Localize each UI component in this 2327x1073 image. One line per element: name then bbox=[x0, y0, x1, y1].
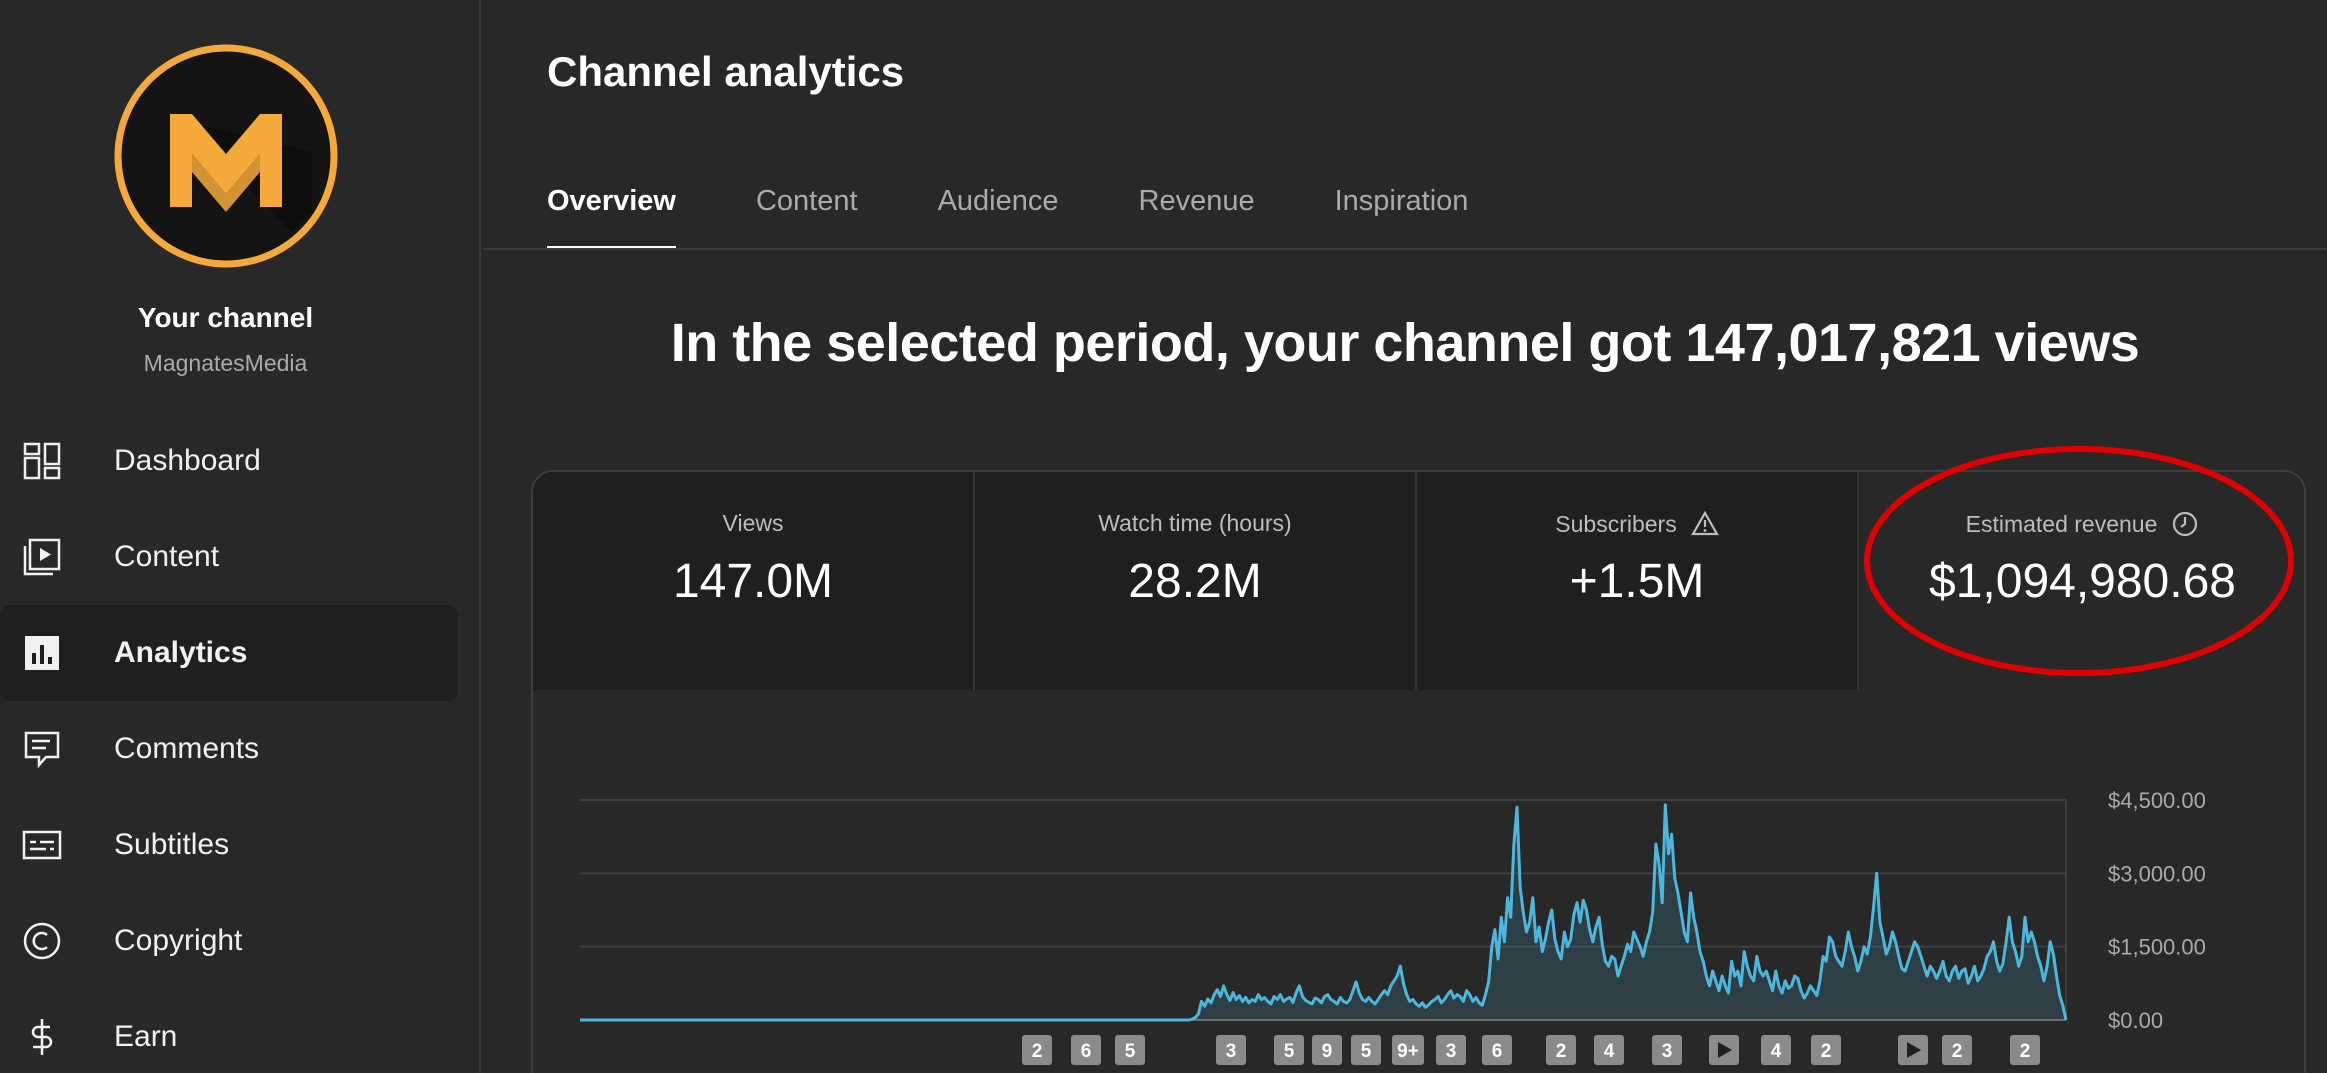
clock-icon[interactable] bbox=[2171, 510, 2199, 538]
sidebar-item-label: Copyright bbox=[114, 924, 243, 957]
sidebar-nav: Dashboard Content Analytics Comments Sub… bbox=[0, 413, 458, 1073]
sidebar-item-label: Comments bbox=[114, 732, 260, 765]
sidebar-item-subtitles[interactable]: Subtitles bbox=[0, 797, 458, 893]
sidebar-item-copyright[interactable]: Copyright bbox=[0, 893, 458, 989]
sidebar-item-label: Analytics bbox=[114, 636, 248, 669]
sidebar-item-content[interactable]: Content bbox=[0, 509, 458, 605]
warning-icon[interactable] bbox=[1690, 510, 1719, 538]
content-icon bbox=[22, 537, 62, 577]
magnates-media-logo bbox=[114, 44, 338, 268]
highlight-circle bbox=[1864, 446, 2294, 676]
channel-title: Your channel bbox=[137, 302, 314, 333]
views-headline: In the selected period, your channel got… bbox=[670, 313, 2140, 373]
metric-label: Watch time (hours) bbox=[1098, 510, 1292, 536]
metric-label: Subscribers bbox=[1417, 510, 1857, 538]
analytics-icon bbox=[22, 633, 62, 673]
earn-icon bbox=[22, 1017, 62, 1057]
sidebar-item-label: Subtitles bbox=[114, 828, 230, 861]
tab-inspiration[interactable]: Inspiration bbox=[1334, 185, 1469, 217]
sidebar-item-label: Dashboard bbox=[114, 444, 261, 477]
metric-estimated-revenue[interactable]: Estimated revenue $1,094,980.68 bbox=[1859, 472, 2304, 690]
metric-value: 147.0M bbox=[672, 555, 834, 608]
comments-icon bbox=[22, 729, 62, 769]
sidebar-item-analytics[interactable]: Analytics bbox=[0, 605, 458, 701]
metric-tabs: Views 147.0M Watch time (hours) 28.2M Su… bbox=[533, 472, 2304, 690]
sidebar-item-earn[interactable]: Earn bbox=[0, 989, 458, 1073]
sidebar-item-comments[interactable]: Comments bbox=[0, 701, 458, 797]
metric-label: Views bbox=[722, 510, 784, 536]
copyright-icon bbox=[22, 921, 62, 961]
metric-label: Estimated revenue bbox=[1859, 510, 2304, 538]
subtitles-icon bbox=[22, 825, 62, 865]
metric-value: +1.5M bbox=[1569, 555, 1705, 608]
analytics-tabs: Overview Content Audience Revenue Inspir… bbox=[547, 180, 1548, 250]
metric-views[interactable]: Views 147.0M bbox=[533, 472, 975, 690]
channel-handle: MagnatesMedia bbox=[143, 350, 308, 376]
metric-watch-time[interactable]: Watch time (hours) 28.2M bbox=[975, 472, 1417, 690]
sidebar-item-label: Content bbox=[114, 540, 220, 573]
tab-audience[interactable]: Audience bbox=[937, 185, 1059, 217]
metric-subscribers[interactable]: Subscribers +1.5M bbox=[1417, 472, 1859, 690]
tab-overview[interactable]: Overview bbox=[547, 180, 676, 250]
tab-divider bbox=[483, 248, 2327, 250]
sidebar-item-label: Earn bbox=[114, 1020, 178, 1053]
metric-value: $1,094,980.68 bbox=[1929, 555, 2236, 608]
page-title: Channel analytics bbox=[547, 48, 905, 95]
sidebar: Your channel MagnatesMedia Dashboard Con… bbox=[0, 0, 481, 1073]
tab-content[interactable]: Content bbox=[755, 185, 858, 217]
channel-avatar[interactable] bbox=[112, 42, 340, 270]
sidebar-item-dashboard[interactable]: Dashboard bbox=[0, 413, 458, 509]
tab-revenue[interactable]: Revenue bbox=[1138, 185, 1255, 217]
dashboard-icon bbox=[22, 441, 62, 481]
metric-value: 28.2M bbox=[1128, 555, 1262, 608]
